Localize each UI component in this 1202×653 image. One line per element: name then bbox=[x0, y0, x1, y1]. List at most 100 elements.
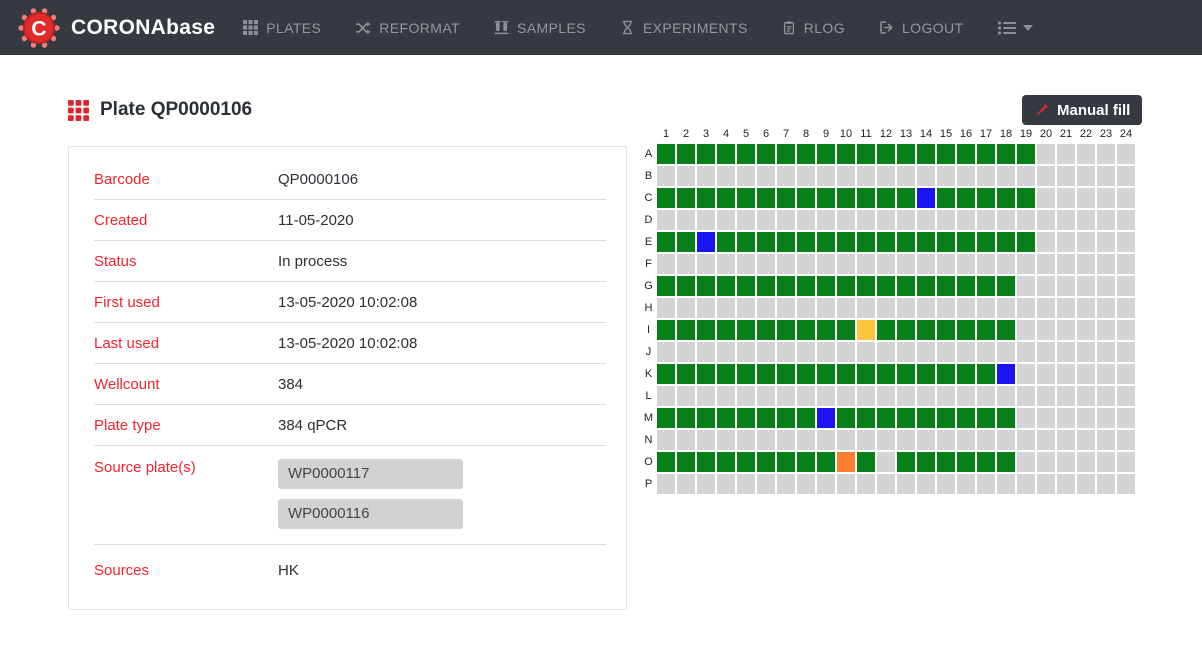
well-M14[interactable] bbox=[917, 408, 935, 428]
well-M4[interactable] bbox=[717, 408, 735, 428]
well-A10[interactable] bbox=[837, 144, 855, 164]
well-E14[interactable] bbox=[917, 232, 935, 252]
well-C14[interactable] bbox=[917, 188, 935, 208]
well-I14[interactable] bbox=[917, 320, 935, 340]
well-E2[interactable] bbox=[677, 232, 695, 252]
well-M12[interactable] bbox=[877, 408, 895, 428]
well-I5[interactable] bbox=[737, 320, 755, 340]
well-O6[interactable] bbox=[757, 452, 775, 472]
well-A4[interactable] bbox=[717, 144, 735, 164]
well-A12[interactable] bbox=[877, 144, 895, 164]
well-K15[interactable] bbox=[937, 364, 955, 384]
well-A1[interactable] bbox=[657, 144, 675, 164]
well-A19[interactable] bbox=[1017, 144, 1035, 164]
nav-item-plates[interactable]: PLATES bbox=[243, 20, 321, 36]
nav-item-experiments[interactable]: EXPERIMENTS bbox=[620, 20, 748, 36]
well-E17[interactable] bbox=[977, 232, 995, 252]
well-I1[interactable] bbox=[657, 320, 675, 340]
well-C9[interactable] bbox=[817, 188, 835, 208]
well-E11[interactable] bbox=[857, 232, 875, 252]
well-E18[interactable] bbox=[997, 232, 1015, 252]
source-plate-chip[interactable]: WP0000117 bbox=[278, 459, 463, 489]
well-E8[interactable] bbox=[797, 232, 815, 252]
well-K16[interactable] bbox=[957, 364, 975, 384]
well-I15[interactable] bbox=[937, 320, 955, 340]
well-C10[interactable] bbox=[837, 188, 855, 208]
well-A2[interactable] bbox=[677, 144, 695, 164]
well-C2[interactable] bbox=[677, 188, 695, 208]
well-I12[interactable] bbox=[877, 320, 895, 340]
well-C3[interactable] bbox=[697, 188, 715, 208]
well-M1[interactable] bbox=[657, 408, 675, 428]
well-G4[interactable] bbox=[717, 276, 735, 296]
well-K6[interactable] bbox=[757, 364, 775, 384]
well-K18[interactable] bbox=[997, 364, 1015, 384]
well-G1[interactable] bbox=[657, 276, 675, 296]
well-K17[interactable] bbox=[977, 364, 995, 384]
well-I7[interactable] bbox=[777, 320, 795, 340]
well-K12[interactable] bbox=[877, 364, 895, 384]
well-I4[interactable] bbox=[717, 320, 735, 340]
well-A15[interactable] bbox=[937, 144, 955, 164]
well-E19[interactable] bbox=[1017, 232, 1035, 252]
well-E7[interactable] bbox=[777, 232, 795, 252]
well-K8[interactable] bbox=[797, 364, 815, 384]
well-G12[interactable] bbox=[877, 276, 895, 296]
well-A6[interactable] bbox=[757, 144, 775, 164]
well-O5[interactable] bbox=[737, 452, 755, 472]
well-O18[interactable] bbox=[997, 452, 1015, 472]
well-K13[interactable] bbox=[897, 364, 915, 384]
well-K9[interactable] bbox=[817, 364, 835, 384]
well-O2[interactable] bbox=[677, 452, 695, 472]
well-O1[interactable] bbox=[657, 452, 675, 472]
well-G13[interactable] bbox=[897, 276, 915, 296]
well-E12[interactable] bbox=[877, 232, 895, 252]
well-O11[interactable] bbox=[857, 452, 875, 472]
well-C15[interactable] bbox=[937, 188, 955, 208]
well-K2[interactable] bbox=[677, 364, 695, 384]
well-C16[interactable] bbox=[957, 188, 975, 208]
well-I2[interactable] bbox=[677, 320, 695, 340]
well-G8[interactable] bbox=[797, 276, 815, 296]
well-M15[interactable] bbox=[937, 408, 955, 428]
well-M10[interactable] bbox=[837, 408, 855, 428]
well-K14[interactable] bbox=[917, 364, 935, 384]
well-I13[interactable] bbox=[897, 320, 915, 340]
well-C8[interactable] bbox=[797, 188, 815, 208]
well-M9[interactable] bbox=[817, 408, 835, 428]
well-G3[interactable] bbox=[697, 276, 715, 296]
well-C13[interactable] bbox=[897, 188, 915, 208]
well-G11[interactable] bbox=[857, 276, 875, 296]
well-C4[interactable] bbox=[717, 188, 735, 208]
well-O17[interactable] bbox=[977, 452, 995, 472]
well-I8[interactable] bbox=[797, 320, 815, 340]
well-E6[interactable] bbox=[757, 232, 775, 252]
well-I10[interactable] bbox=[837, 320, 855, 340]
well-E3[interactable] bbox=[697, 232, 715, 252]
well-M2[interactable] bbox=[677, 408, 695, 428]
well-I18[interactable] bbox=[997, 320, 1015, 340]
well-G16[interactable] bbox=[957, 276, 975, 296]
well-M17[interactable] bbox=[977, 408, 995, 428]
well-O8[interactable] bbox=[797, 452, 815, 472]
well-G14[interactable] bbox=[917, 276, 935, 296]
well-E1[interactable] bbox=[657, 232, 675, 252]
well-K11[interactable] bbox=[857, 364, 875, 384]
well-K5[interactable] bbox=[737, 364, 755, 384]
well-I16[interactable] bbox=[957, 320, 975, 340]
nav-item-rlog[interactable]: RLOG bbox=[782, 20, 845, 36]
well-A17[interactable] bbox=[977, 144, 995, 164]
well-C1[interactable] bbox=[657, 188, 675, 208]
well-A13[interactable] bbox=[897, 144, 915, 164]
well-M6[interactable] bbox=[757, 408, 775, 428]
well-A18[interactable] bbox=[997, 144, 1015, 164]
well-O3[interactable] bbox=[697, 452, 715, 472]
well-K3[interactable] bbox=[697, 364, 715, 384]
well-C19[interactable] bbox=[1017, 188, 1035, 208]
well-M18[interactable] bbox=[997, 408, 1015, 428]
well-E4[interactable] bbox=[717, 232, 735, 252]
well-O7[interactable] bbox=[777, 452, 795, 472]
well-K10[interactable] bbox=[837, 364, 855, 384]
well-G6[interactable] bbox=[757, 276, 775, 296]
well-M7[interactable] bbox=[777, 408, 795, 428]
